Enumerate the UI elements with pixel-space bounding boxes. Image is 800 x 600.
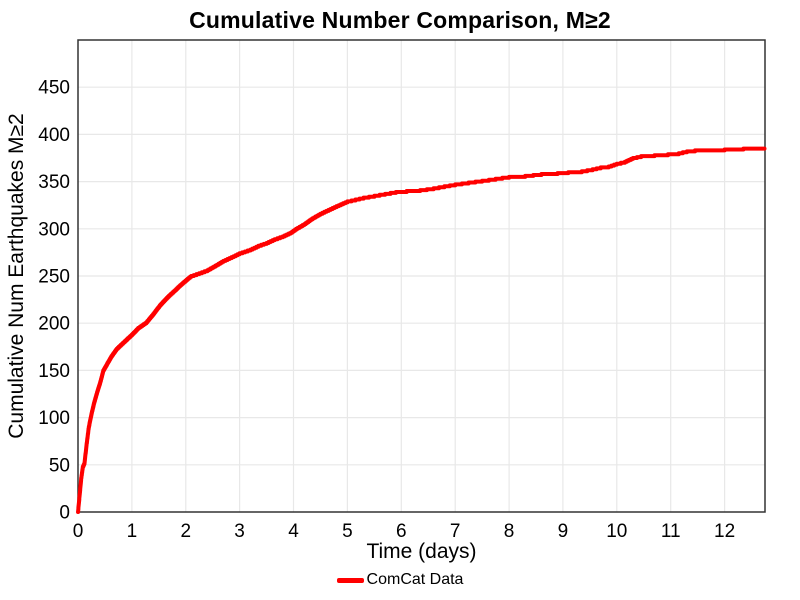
axis-tick-labels: 0 1 2 3 4 5 6 7 8 9 10 11 12050100150200250300350400… xyxy=(38,78,735,542)
comcat-data-line xyxy=(76,146,767,514)
data-series-group xyxy=(76,146,767,514)
x-tick-label: 4 xyxy=(288,521,299,542)
y-tick-label: 100 xyxy=(38,408,70,429)
y-tick-label: 0 xyxy=(59,503,70,524)
x-tick-label: 11 xyxy=(661,521,681,542)
x-tick-label: 8 xyxy=(504,521,515,542)
x-tick-label: 10 xyxy=(606,521,627,542)
y-tick-label: 350 xyxy=(38,172,70,193)
y-tick-label: 450 xyxy=(38,78,70,99)
chart-title: Cumulative Number Comparison, M≥2 xyxy=(189,7,611,33)
x-tick-label: 9 xyxy=(558,521,569,542)
x-tick-label: 6 xyxy=(396,521,407,542)
legend-line-marker xyxy=(336,577,364,583)
y-tick-label: 50 xyxy=(49,455,70,476)
x-tick-label: 7 xyxy=(450,521,461,542)
y-tick-label: 400 xyxy=(38,125,70,146)
legend: ComCat Data xyxy=(0,569,800,591)
panel-border xyxy=(77,39,766,513)
x-tick-label: 12 xyxy=(714,521,735,542)
y-tick-label: 150 xyxy=(38,361,70,382)
y-tick-label: 200 xyxy=(38,314,70,335)
panel-border-group xyxy=(77,39,766,513)
x-tick-label: 5 xyxy=(342,521,353,542)
x-tick-label: 0 xyxy=(73,521,84,542)
x-tick-label: 2 xyxy=(181,521,192,542)
y-tick-label: 300 xyxy=(38,219,70,240)
x-axis-title: Time (days) xyxy=(366,540,477,563)
y-axis-title: Cumulative Num Earthquakes M≥2 xyxy=(5,113,28,439)
x-tick-label: 3 xyxy=(234,521,245,542)
x-tick-label: 1 xyxy=(127,521,138,542)
legend-item-label: ComCat Data xyxy=(366,571,464,588)
gridlines xyxy=(78,40,765,512)
y-tick-label: 250 xyxy=(38,267,70,288)
